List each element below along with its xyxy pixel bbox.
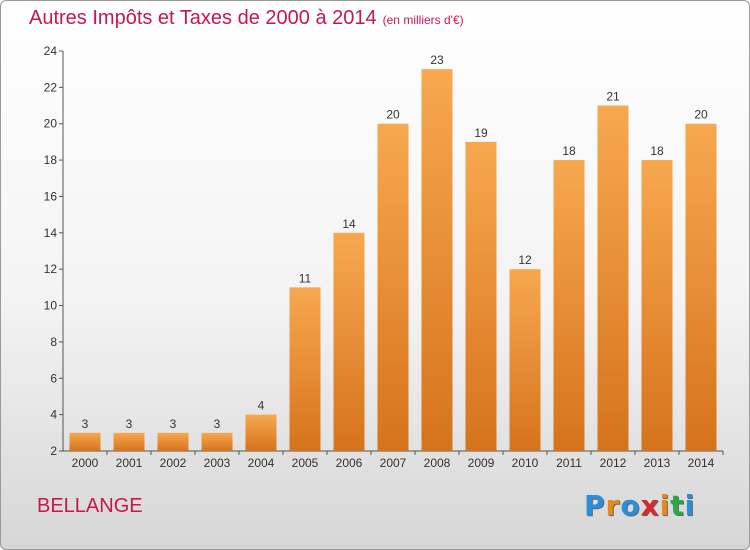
value-label-2001: 3 bbox=[126, 417, 133, 431]
logo-letter: o bbox=[620, 489, 641, 522]
x-tick-label-2014: 2014 bbox=[688, 456, 715, 470]
bar-2010 bbox=[509, 269, 541, 451]
logo-letter: i bbox=[684, 489, 696, 522]
logo-letter: P bbox=[584, 489, 606, 522]
bar-2006 bbox=[333, 232, 365, 451]
x-tick-label-2009: 2009 bbox=[468, 456, 495, 470]
commune-name: BELLANGE bbox=[37, 495, 143, 517]
x-tick-label-2008: 2008 bbox=[424, 456, 451, 470]
value-label-2012: 21 bbox=[606, 90, 620, 104]
y-tick-label: 12 bbox=[44, 262, 58, 276]
y-tick-label: 22 bbox=[44, 80, 58, 94]
x-tick-label-2006: 2006 bbox=[336, 456, 363, 470]
x-tick-label-2005: 2005 bbox=[292, 456, 319, 470]
x-tick-label-2001: 2001 bbox=[116, 456, 143, 470]
value-label-2010: 12 bbox=[518, 253, 532, 267]
bar-2012 bbox=[597, 105, 629, 451]
bar-2005 bbox=[289, 287, 321, 451]
value-label-2014: 20 bbox=[694, 108, 708, 122]
value-label-2008: 23 bbox=[430, 53, 444, 67]
proxiti-logo: Proxiti bbox=[584, 489, 695, 522]
y-tick-label: 10 bbox=[44, 299, 58, 313]
value-label-2004: 4 bbox=[258, 399, 265, 413]
chart-title-text: Autres Impôts et Taxes de 2000 à 2014 bbox=[29, 7, 377, 29]
y-tick-label: 6 bbox=[50, 371, 57, 385]
chart-subtitle: (en milliers d'€) bbox=[382, 13, 464, 27]
y-tick-label: 18 bbox=[44, 153, 58, 167]
x-tick-label-2003: 2003 bbox=[204, 456, 231, 470]
x-tick-label-2000: 2000 bbox=[72, 456, 99, 470]
x-tick-label-2010: 2010 bbox=[512, 456, 539, 470]
value-label-2005: 11 bbox=[299, 271, 312, 285]
x-tick-label-2002: 2002 bbox=[160, 456, 187, 470]
bar-2002 bbox=[157, 432, 189, 451]
value-label-2000: 3 bbox=[82, 417, 89, 431]
bar-2014 bbox=[685, 123, 717, 452]
value-label-2002: 3 bbox=[170, 417, 177, 431]
value-label-2011: 18 bbox=[562, 144, 576, 158]
logo-letter: x bbox=[640, 489, 660, 522]
bar-2004 bbox=[245, 414, 277, 451]
x-tick-label-2007: 2007 bbox=[380, 456, 407, 470]
y-tick-label: 2 bbox=[50, 444, 57, 458]
bar-2007 bbox=[377, 123, 409, 452]
value-label-2009: 19 bbox=[474, 126, 488, 140]
bar-2001 bbox=[113, 432, 145, 451]
y-tick-label: 4 bbox=[50, 408, 57, 422]
logo-letter: r bbox=[605, 489, 621, 522]
value-label-2013: 18 bbox=[650, 144, 664, 158]
chart-title: Autres Impôts et Taxes de 2000 à 2014 (en… bbox=[29, 7, 464, 30]
bar-2013 bbox=[641, 160, 673, 451]
chart-labels: 2000 3 2001 3 2002 3 2003 3 2004 4 2005 11 2006 14 200… bbox=[72, 53, 715, 470]
value-label-2007: 20 bbox=[386, 108, 400, 122]
x-tick-label-2012: 2012 bbox=[600, 456, 627, 470]
y-tick-label: 24 bbox=[44, 44, 58, 58]
value-label-2006: 14 bbox=[342, 217, 356, 231]
x-tick-label-2013: 2013 bbox=[644, 456, 671, 470]
bar-2011 bbox=[553, 160, 585, 451]
y-tick-label: 8 bbox=[50, 335, 57, 349]
logo-letter: i bbox=[659, 489, 671, 522]
bar-2009 bbox=[465, 141, 497, 451]
logo-letter: t bbox=[670, 489, 685, 522]
chart-bars bbox=[69, 69, 717, 452]
y-tick-label: 20 bbox=[44, 117, 58, 131]
y-tick-label: 16 bbox=[44, 189, 58, 203]
x-tick-label-2004: 2004 bbox=[248, 456, 275, 470]
x-tick-label-2011: 2011 bbox=[556, 456, 582, 470]
bar-2003 bbox=[201, 432, 233, 451]
y-tick-label: 14 bbox=[44, 226, 58, 240]
value-label-2003: 3 bbox=[214, 417, 221, 431]
bar-2008 bbox=[421, 69, 453, 451]
bar-2000 bbox=[69, 432, 101, 451]
